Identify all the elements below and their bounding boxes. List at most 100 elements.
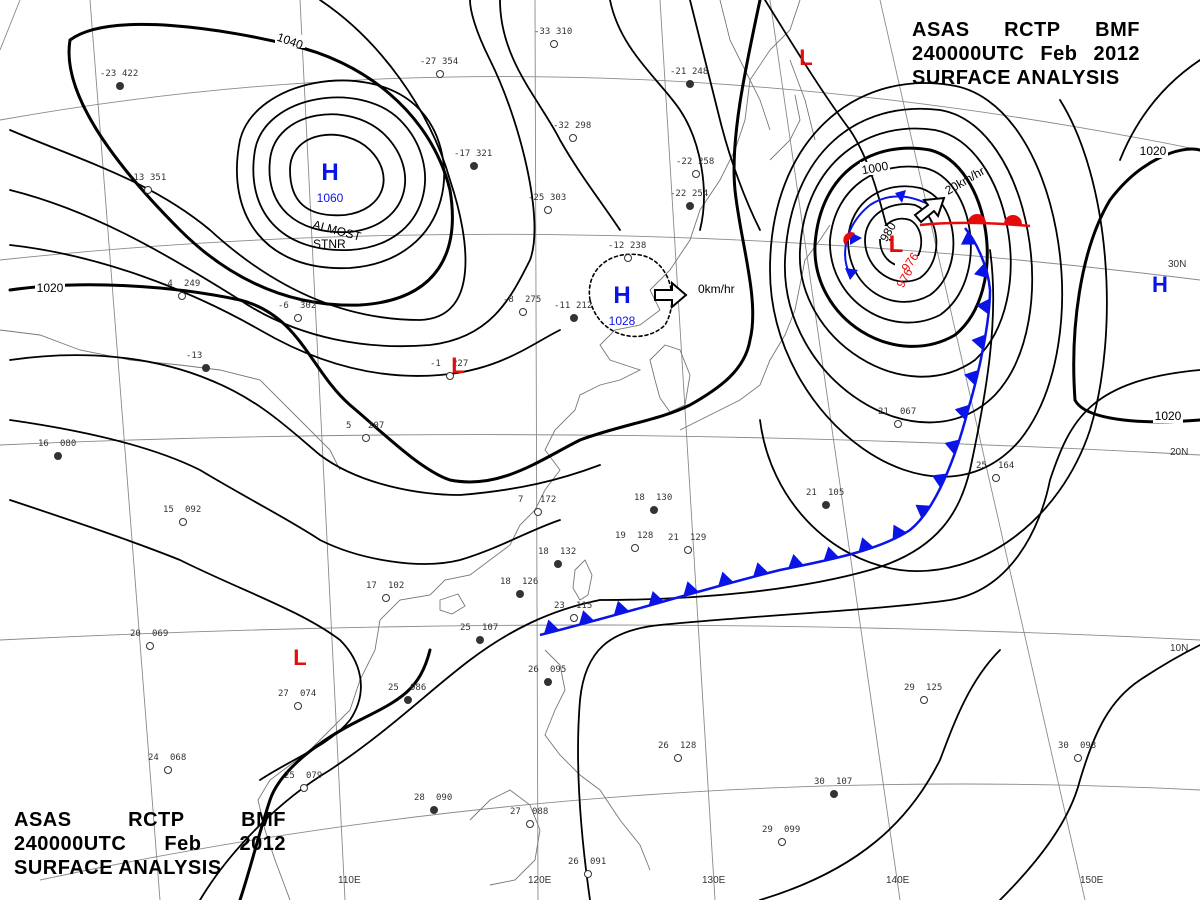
- station-temperature: -4: [162, 279, 173, 289]
- station-pressure: 249: [184, 279, 200, 289]
- cold-front-tooth: [964, 369, 979, 386]
- station-plot: 20 069: [130, 629, 168, 650]
- station-temperature: -11: [554, 301, 570, 311]
- station-circle: [436, 70, 444, 78]
- station-pressure: 128: [637, 531, 653, 541]
- station-plot: -1 227: [430, 359, 468, 380]
- station-plot: 17 102: [366, 581, 404, 602]
- station-temperature: 25: [460, 623, 471, 633]
- station-circle: [382, 594, 390, 602]
- station-circle: [569, 134, 577, 142]
- station-circle: [624, 254, 632, 262]
- isobar-1060-ring-4: [236, 79, 445, 269]
- station-plot: -22 258: [676, 157, 714, 178]
- station-temperature: 24: [148, 753, 159, 763]
- station-plot: 29 125: [904, 683, 942, 704]
- station-circle: [116, 82, 124, 90]
- header-month: Feb: [1040, 43, 1078, 65]
- station-temperature: 30: [1058, 741, 1069, 751]
- station-plot: 25 164: [976, 461, 1014, 482]
- cold-front-teeth: [543, 230, 990, 635]
- isobar-976: [879, 217, 923, 267]
- isobar-1020-east-loop: [1072, 147, 1200, 402]
- station-temperature: -22: [670, 189, 686, 199]
- parallel-label: 20N: [1170, 447, 1188, 458]
- philippines: [544, 649, 651, 871]
- station-circle: [470, 162, 478, 170]
- meridian-120e: [534, 0, 539, 900]
- station-pressure: 093: [1080, 741, 1096, 751]
- low-marker: L: [889, 231, 904, 258]
- station-pressure: 254: [692, 189, 708, 199]
- station-pressure: 212: [576, 301, 592, 311]
- isobar-label-bg: [895, 256, 925, 269]
- cold-front-tooth: [753, 562, 769, 577]
- station-temperature: 29: [762, 825, 773, 835]
- cold-front-tooth: [788, 554, 804, 569]
- station-temperature: 27: [278, 689, 289, 699]
- station-plot: -13 351: [128, 173, 166, 194]
- cold-front-tooth: [683, 581, 699, 596]
- station-temperature: 26: [568, 857, 579, 867]
- station-pressure: 095: [550, 665, 566, 675]
- meridian-label: 140E: [886, 875, 910, 886]
- station-pressure: 321: [476, 149, 492, 159]
- station-pressure: 105: [828, 488, 844, 498]
- station-plot: 25 079: [284, 771, 322, 792]
- cold-front-tooth: [718, 571, 734, 587]
- low-marker: L: [293, 645, 306, 670]
- footer-year: 2012: [239, 833, 286, 855]
- isobar-label-bg: [1138, 145, 1168, 158]
- cold-front-tooth: [892, 524, 907, 540]
- isobar-1028-dashed: [588, 253, 673, 338]
- station-plot: 27 088: [510, 807, 548, 828]
- station-pressure: 092: [185, 505, 201, 515]
- high-marker: H: [321, 159, 338, 186]
- parallel-40n: [0, 76, 1200, 151]
- station-pressure: 132: [560, 547, 576, 557]
- station-temperature: -22: [676, 157, 692, 167]
- isobar-1000: [813, 146, 989, 348]
- station-pressure: 086: [410, 683, 426, 693]
- isobar-ne-2: [609, 0, 705, 231]
- station-temperature: -12: [608, 241, 624, 251]
- station-pressure: 069: [152, 629, 168, 639]
- high-pressure-value: 1028: [609, 314, 636, 328]
- station-temperature: -8: [503, 295, 514, 305]
- station-pressure: 172: [540, 495, 556, 505]
- low-marker: L: [451, 353, 464, 378]
- station-pressure: 080: [60, 439, 76, 449]
- station-pressure: 258: [698, 157, 714, 167]
- station-circle: [822, 501, 830, 509]
- station-pressure: 067: [900, 407, 916, 417]
- station-circle: [778, 838, 786, 846]
- isobar-1032: [9, 0, 536, 348]
- isobar-label: 1020: [37, 281, 64, 295]
- isobar-1060-ring-1: [289, 133, 385, 217]
- station-pressure: 125: [926, 683, 942, 693]
- station-pressure: 099: [784, 825, 800, 835]
- cold-front-tooth: [915, 504, 931, 519]
- isobar-1028-outer: [9, 244, 561, 377]
- station-plot: 29 099: [762, 825, 800, 846]
- isobar-label-bg: [873, 226, 903, 239]
- station-plot: -33 310: [534, 27, 572, 48]
- station-plot: 21 067: [878, 407, 916, 428]
- occluded-front-line: [844, 195, 931, 276]
- station-circle: [992, 474, 1000, 482]
- taiwan: [572, 559, 593, 601]
- header-title: SURFACE ANALYSIS: [912, 67, 1120, 89]
- station-temperature: 29: [904, 683, 915, 693]
- station-circle: [1074, 754, 1082, 762]
- station-plot: 26 091: [568, 857, 606, 878]
- footer-time: 240000UTC: [14, 833, 127, 855]
- station-circle: [534, 508, 542, 516]
- station-temperature: 18: [634, 493, 645, 503]
- station-circle: [920, 696, 928, 704]
- station-circle: [179, 518, 187, 526]
- station-temperature: 17: [366, 581, 377, 591]
- station-temperature: -13: [128, 173, 144, 183]
- station-circle: [476, 636, 484, 644]
- station-circle: [519, 308, 527, 316]
